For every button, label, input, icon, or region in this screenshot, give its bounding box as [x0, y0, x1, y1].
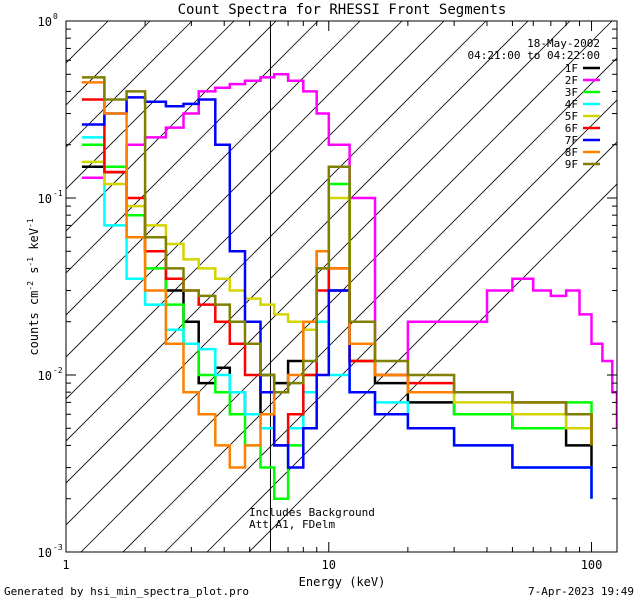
- plot-frame: [65, 20, 618, 553]
- hatch-line: [66, 21, 403, 358]
- hatch-line: [66, 21, 445, 400]
- annotation-background: Includes Background: [249, 506, 375, 519]
- y-tick-exponent: -2: [53, 366, 63, 375]
- hatch-line: [66, 21, 529, 484]
- y-tick-label: 10: [38, 369, 52, 383]
- y-tick-exponent: -1: [53, 189, 63, 198]
- x-tick-label: 1: [62, 558, 69, 572]
- legend-label-8F: 8F: [565, 146, 578, 159]
- footer-generated: Generated by hsi_min_spectra_plot.pro: [4, 585, 249, 598]
- series-4F-line: [81, 136, 593, 499]
- time-range-label: 04:21:00 to 04:22:00: [468, 49, 600, 62]
- y-tick-exponent: -3: [53, 543, 63, 552]
- hatch-line: [66, 21, 277, 232]
- y-tick-label: 10: [38, 15, 52, 29]
- hatch-line: [206, 141, 617, 552]
- hatch-line: [66, 21, 319, 274]
- legend-label-7F: 7F: [565, 134, 578, 147]
- legend-label-1F: 1F: [565, 62, 578, 75]
- x-axis-label: Energy (keV): [299, 575, 386, 589]
- hatch-line: [122, 57, 617, 552]
- hatch-line: [66, 21, 487, 442]
- chart-title: Count Spectra for RHESSI Front Segments: [178, 2, 507, 18]
- hatch-line: [248, 183, 617, 552]
- y-axis-label: counts cm-2 s-1 keV-1: [26, 218, 41, 355]
- hatch-line: [164, 99, 617, 552]
- legend-label-5F: 5F: [565, 110, 578, 123]
- series-2F-line: [81, 73, 617, 429]
- x-tick-label: 100: [581, 558, 603, 572]
- annotation-attenuator: Att A1, FDelm: [249, 518, 335, 531]
- hatch-line: [66, 21, 571, 526]
- legend-label-4F: 4F: [565, 98, 578, 111]
- legend-label-2F: 2F: [565, 74, 578, 87]
- series-layer: [81, 73, 617, 500]
- legend-label-6F: 6F: [565, 122, 578, 135]
- series-7F-line: [81, 96, 593, 499]
- hatch-line: [80, 21, 613, 552]
- footer-timestamp: 7-Apr-2023 19:49: [528, 585, 634, 598]
- series-8F-line: [81, 81, 593, 469]
- x-tick-label: 10: [322, 558, 336, 572]
- y-tick-exponent: 0: [53, 12, 58, 21]
- y-tick-label: 10: [38, 546, 52, 560]
- date-label: 18-May-2002: [527, 37, 600, 50]
- series-9F-line: [81, 76, 593, 446]
- series-6F-line: [81, 98, 593, 447]
- y-tick-label: 10: [38, 192, 52, 206]
- attenuator-hatch: [66, 21, 617, 552]
- hatch-line: [66, 21, 361, 316]
- legend-label-3F: 3F: [565, 86, 578, 99]
- legend-label-9F: 9F: [565, 158, 578, 171]
